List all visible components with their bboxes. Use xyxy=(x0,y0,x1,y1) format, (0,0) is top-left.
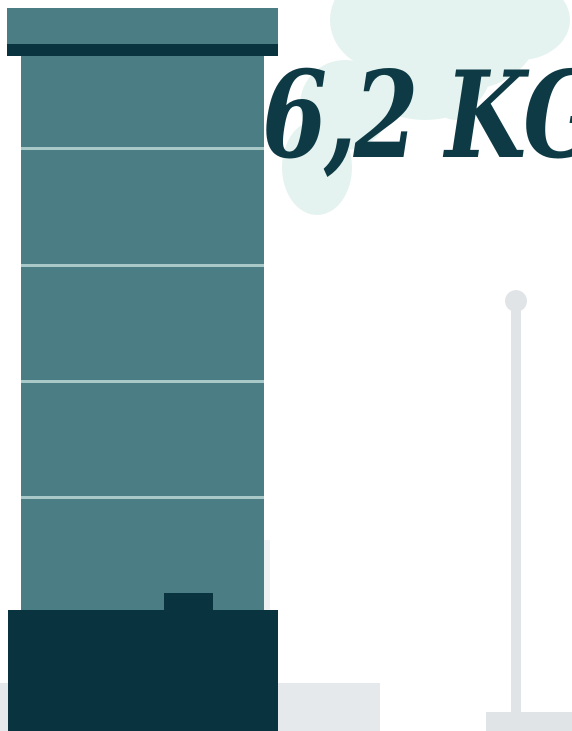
bin-tier-divider xyxy=(21,380,264,383)
bin-tier-divider xyxy=(21,147,264,150)
bin-tier-divider xyxy=(21,264,264,267)
bin-lid-rim xyxy=(7,44,278,56)
background-bin-ghost xyxy=(262,540,270,610)
bin-tap xyxy=(164,593,213,611)
bin-lid xyxy=(7,8,278,44)
bin-tier-divider xyxy=(21,496,264,499)
bin-base xyxy=(8,610,278,731)
bin-body xyxy=(21,56,264,610)
weight-label: 6,2 KG xyxy=(262,45,572,186)
